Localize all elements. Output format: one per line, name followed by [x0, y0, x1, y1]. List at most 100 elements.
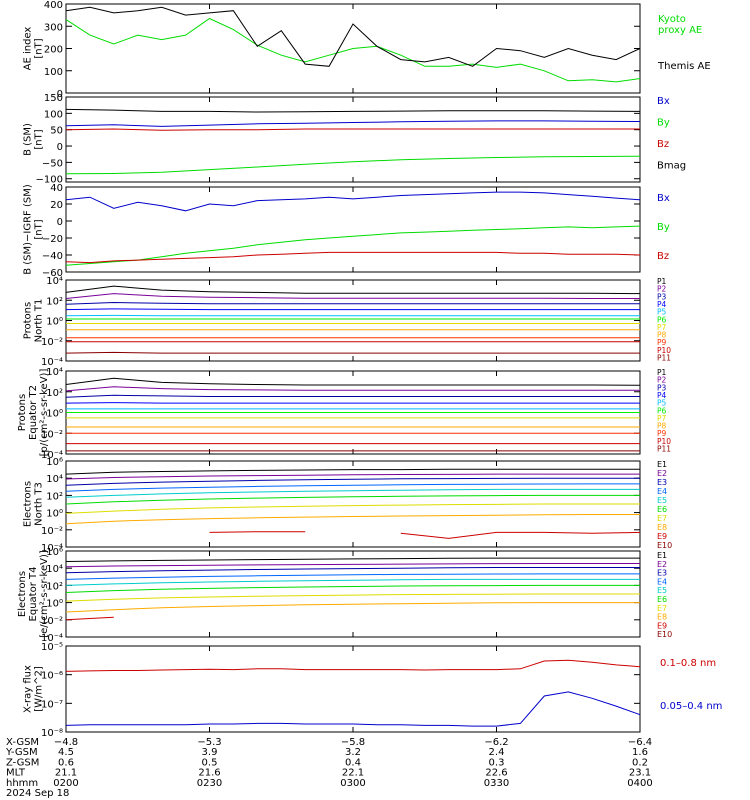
- legend-label: P5: [657, 399, 667, 408]
- y-tick-label: 10²: [46, 388, 63, 399]
- legend-label: By: [657, 222, 670, 233]
- y-tick-label: 10⁰: [46, 317, 63, 328]
- series-line-e5: [65, 578, 640, 586]
- legend-label: proxy AE: [658, 25, 702, 36]
- legend-label: P1: [657, 277, 667, 286]
- legend-label: Kyoto: [658, 14, 686, 25]
- panel-frame: [65, 279, 641, 362]
- y-tick-label: 10⁻⁶: [41, 671, 63, 682]
- y-tick-label: −100: [36, 175, 63, 186]
- y-tick-label: 40: [50, 183, 63, 194]
- legend-label: Bx: [657, 96, 670, 107]
- y-tick-label: 10²: [46, 296, 63, 307]
- y-tick-label: 10⁻²: [41, 616, 63, 627]
- y-tick-label: 20: [50, 200, 63, 211]
- legend-label: E2: [657, 560, 667, 569]
- x-tick-label: 0.3: [489, 757, 505, 768]
- legend-label: Themis AE: [657, 61, 711, 72]
- x-tick-label: 21.6: [198, 768, 220, 779]
- series-line-e7: [65, 503, 640, 514]
- legend-label: P10: [657, 437, 671, 446]
- series-line-e1: [65, 557, 640, 562]
- x-tick-label: −6.2: [484, 737, 508, 748]
- y-tick-label: 10²: [46, 491, 63, 502]
- y-tick-label: 10⁴: [46, 564, 63, 575]
- y-tick-label: 10⁻⁴: [41, 543, 63, 554]
- y-tick-label: 10⁶: [46, 547, 63, 558]
- y-axis-label: [e/(cm²-s-sr-keV)]: [39, 550, 50, 638]
- legend-label: P5: [657, 308, 667, 317]
- y-axis-label: North T1: [34, 299, 45, 343]
- y-axis-label: [p/(cm²-s-sr-keV)]: [39, 369, 50, 457]
- series-line-0-1-0-8-nm: [65, 659, 641, 672]
- series-line-e6: [65, 584, 640, 593]
- x-row-label: X-GSM: [6, 737, 39, 748]
- x-tick-label: −4.8: [54, 737, 78, 748]
- legend-label: E3: [657, 569, 667, 578]
- legend-label: P8: [657, 422, 667, 431]
- series-line-p4: [65, 308, 640, 311]
- y-tick-label: 0: [57, 217, 63, 228]
- x-tick-label: 1.6: [632, 747, 648, 758]
- series-line-p2: [65, 293, 640, 299]
- legend-label: Bz: [657, 139, 669, 150]
- series-line-e4: [65, 483, 640, 492]
- legend-label: P4: [657, 300, 667, 309]
- y-axis-label: [W/m^2]: [34, 666, 45, 712]
- x-axis-table: X-GSM −4.8 −5.3 −5.8 −6.2 −6.4 Y-GSM 4.5 3.9 3.2 2…: [5, 737, 653, 789]
- series-line-p1: [65, 377, 641, 386]
- series-line-e8: [65, 602, 640, 613]
- y-tick-label: 100: [44, 109, 63, 120]
- y-axis-label: [nT]: [34, 219, 45, 239]
- legend-label: E1: [657, 551, 667, 560]
- x-tick-label: 22.6: [485, 768, 507, 779]
- y-tick-label: 10⁴: [46, 276, 63, 287]
- legend-label: Bx: [657, 193, 670, 204]
- legend-label: E6: [657, 595, 667, 604]
- series-line-e3: [65, 477, 640, 486]
- y-tick-label: 0: [57, 142, 63, 153]
- x-tick-label: 0.2: [632, 757, 648, 768]
- y-axis-label: [nT]: [34, 129, 45, 149]
- legend-label: E2: [657, 469, 667, 478]
- series-line-bmag: [65, 108, 641, 113]
- y-tick-label: 10⁰: [46, 509, 63, 520]
- legend-label: E5: [657, 586, 667, 595]
- legend-label: E3: [657, 478, 667, 487]
- legend-label: E7: [657, 604, 667, 613]
- legend-label: P2: [657, 376, 667, 385]
- series-line-p11: [65, 351, 640, 354]
- legend-label: E1: [657, 460, 667, 469]
- legend-label: E10: [657, 541, 672, 550]
- series-line-kyoto-proxy-ae: [65, 17, 641, 83]
- y-tick-label: 10²: [46, 581, 63, 592]
- x-tick-label: 3.9: [202, 747, 218, 758]
- x-row-label: hhmm: [6, 778, 38, 789]
- legend-label: E9: [657, 621, 667, 630]
- x-tick-label: 0300: [340, 778, 365, 789]
- x-tick-label: 4.5: [58, 747, 74, 758]
- panel-ee4: 10⁻⁴ 10⁻² 10⁰ 10² 10⁴ 10⁶ Electrons Equator T4[…: [17, 547, 672, 644]
- series-line-0-05-0-4-nm: [65, 691, 641, 727]
- y-tick-label: 10⁻²: [41, 526, 63, 537]
- legend-label: P11: [657, 354, 671, 363]
- y-tick-label: 10⁻²: [41, 429, 63, 440]
- x-tick-label: 0200: [53, 778, 78, 789]
- y-tick-label: −40: [42, 251, 63, 262]
- y-tick-label: 10⁻⁷: [41, 699, 63, 710]
- series-line-by: [65, 155, 641, 175]
- panel-frame: [65, 645, 641, 733]
- legend-label: E8: [657, 523, 667, 532]
- legend-label: Bmag: [657, 161, 686, 172]
- series-line-p3: [65, 301, 640, 305]
- x-row-label: Y-GSM: [5, 747, 38, 758]
- legend-label: P6: [657, 406, 667, 415]
- y-tick-label: 10⁻⁵: [41, 642, 63, 653]
- x-tick-label: 0330: [484, 778, 509, 789]
- y-tick-label: 400: [44, 0, 63, 11]
- panel-bsm: −100 −50 0 50 100 150 B (SM) [nT] Bx By Bz Bmag: [23, 93, 687, 186]
- legend-label: P1: [657, 368, 667, 377]
- legend-label: E6: [657, 505, 667, 514]
